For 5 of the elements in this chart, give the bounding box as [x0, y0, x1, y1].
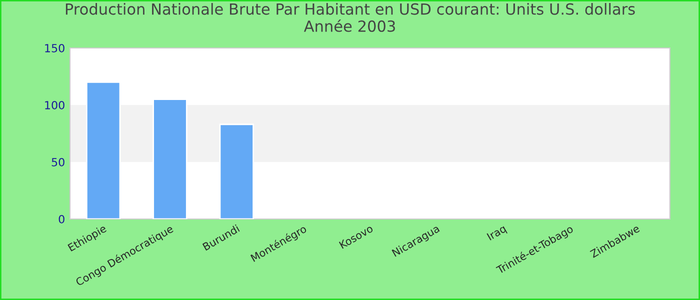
- chart-title: Production Nationale Brute Par Habitant en USD courant: Units U.S. dollars Année 2003: [66, 3, 635, 32]
- y-tick-label: 0: [58, 214, 64, 224]
- y-tick-label: 50: [52, 158, 64, 166]
- y-tick-label: 150: [45, 44, 64, 52]
- y-tick-label: 100: [45, 100, 64, 110]
